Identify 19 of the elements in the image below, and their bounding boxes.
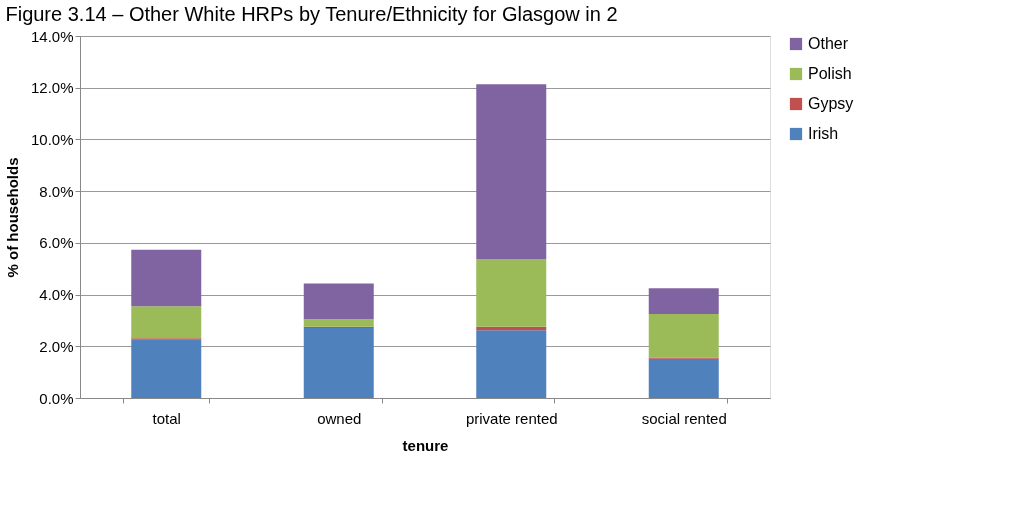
x-tick-label: social rented [641,409,727,427]
y-tick-label: 10.0% [30,130,74,148]
x-tick-label: private rented [465,409,558,427]
y-tick-label: 4.0% [39,286,74,304]
chart-title: Figure 3.14 – Other White HRPs by Tenure/Ethnicity for Glasgow in 2 [5,3,618,25]
y-tick-label: 12.0% [30,79,74,97]
x-tick-label: total [152,409,181,427]
x-axis-title: tenure [402,436,449,454]
y-axis-title: % of households [3,157,21,278]
legend-label: Gypsy [808,95,854,112]
y-tick-label: 2.0% [39,337,74,355]
y-tick-label: 14.0% [30,27,74,45]
legend-label: Irish [808,125,839,142]
legend-label: Polish [808,65,852,82]
legend-label: Other [808,35,849,52]
y-tick-label: 6.0% [39,234,74,252]
y-tick-label: 0.0% [39,389,74,407]
y-tick-label: 8.0% [39,182,74,200]
x-tick-label: owned [317,409,362,427]
